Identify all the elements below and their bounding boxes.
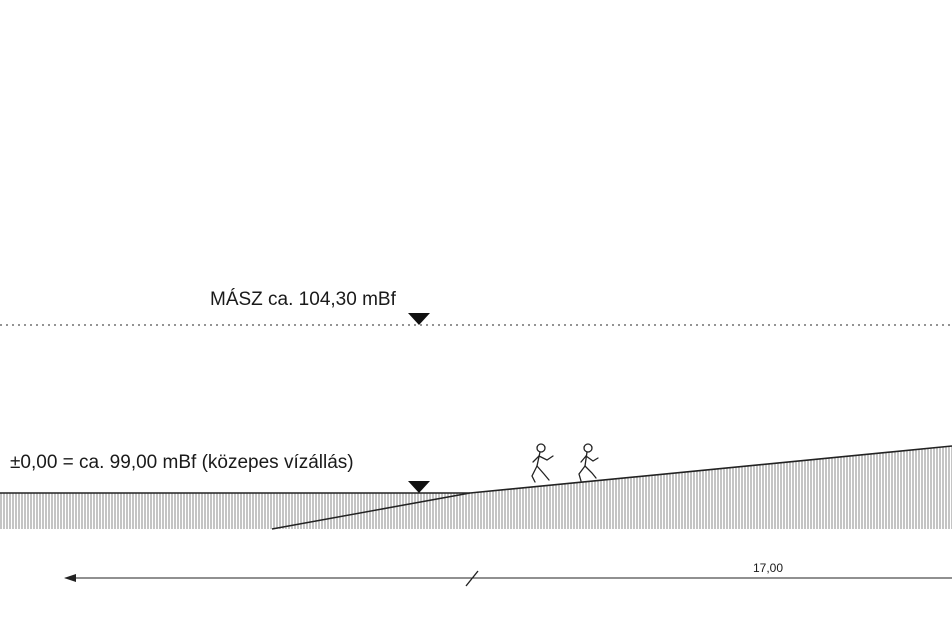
embankment-bottom-line — [271, 492, 471, 530]
dimension-tick — [465, 570, 479, 587]
embankment-hatch — [272, 446, 952, 529]
dimension-arrow-icon — [64, 574, 76, 582]
water-level-label: ±0,00 = ca. 99,00 mBf (közepes vízállás) — [10, 452, 354, 473]
flood-level-marker-icon — [408, 313, 430, 325]
water-level-marker-icon — [408, 481, 430, 493]
runner-figure-icon — [578, 443, 599, 482]
runner-figure-icon — [531, 443, 554, 483]
flood-level-label: MÁSZ ca. 104,30 mBf — [210, 289, 397, 310]
embankment-surface-line — [469, 445, 952, 494]
dimension-value: 17,00 — [753, 561, 783, 575]
